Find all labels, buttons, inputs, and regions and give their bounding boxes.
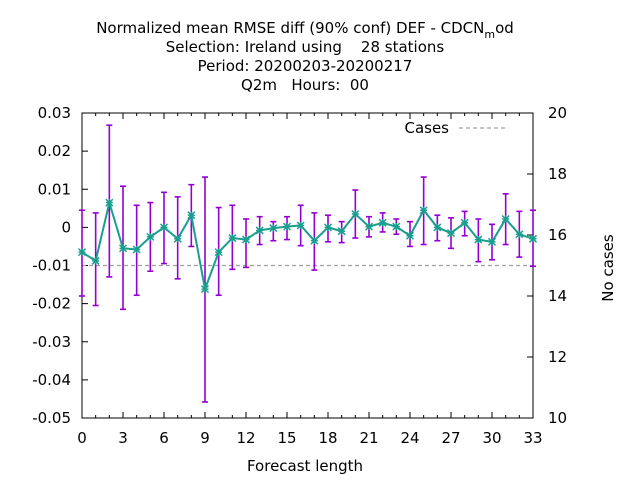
data-point [91,256,100,265]
x-tick-label: 12 [236,429,255,447]
legend-label-cases: Cases [404,119,449,137]
chart-title-line-4: Q2m Hours: 00 [241,76,369,94]
data-point [187,211,196,220]
data-point [255,226,264,235]
data-point [378,218,387,227]
x-tick-label: 18 [318,429,337,447]
data-point [77,248,87,257]
x-tick-label: 33 [523,429,542,447]
y2-tick-label: 10 [548,409,567,427]
data-point [214,248,223,257]
chart-title-line-2: Selection: Ireland using 28 stations [166,38,445,56]
chart-title-line-1: Normalized mean RMSE diff (90% conf) DEF… [96,19,514,41]
y-axis-ticks: 0.03 0.02 0.01 0 -0.01 -0.02 -0.03 -0.04 -0.05 [32,104,88,427]
x-tick-label: 3 [118,429,128,447]
legend: Cases [404,119,507,137]
data-point [419,206,428,215]
y2-axis-label: No cases [599,234,617,302]
data-point [159,223,169,232]
x-tick-label: 24 [400,429,419,447]
y-tick-label: -0.05 [32,409,71,427]
x-axis-label: Forecast length [247,457,363,475]
data-point [392,222,401,231]
y-tick-label: 0.02 [38,142,71,160]
rmse-diff-series [77,198,538,294]
data-point [528,234,538,243]
x-tick-label: 27 [441,429,460,447]
data-point [474,235,483,244]
x-tick-label: 15 [277,429,296,447]
data-point [364,222,374,231]
data-point [405,231,415,240]
data-point [433,223,442,232]
x-tick-label: 30 [482,429,501,447]
data-point [323,223,333,232]
x-tick-label: 0 [77,429,87,447]
y2-tick-label: 16 [548,226,567,244]
data-point [296,221,305,230]
series-line [81,198,534,293]
data-point [501,214,510,224]
y-tick-label: 0 [61,218,71,236]
data-point [282,222,292,231]
x-tick-label: 9 [200,429,210,447]
data-point [515,230,524,239]
x-tick-label: 6 [159,429,169,447]
errorbar-series [79,124,536,403]
y-tick-label: 0.01 [38,180,71,198]
data-point [118,244,128,253]
chart-title-line-3: Period: 20200203-20200217 [198,57,413,75]
y-tick-label: -0.03 [32,333,71,351]
data-point [173,234,182,243]
data-point [200,285,210,294]
y2-tick-label: 18 [548,165,567,183]
y-tick-label: 0.03 [38,104,71,122]
data-point [228,234,237,243]
y2-axis-ticks: 20 18 16 14 12 10 [527,104,567,427]
y2-tick-label: 14 [548,287,567,305]
data-point [241,235,251,244]
x-tick-label: 21 [359,429,378,447]
data-point [310,236,319,245]
x-axis-ticks: 0 3 6 9 12 15 18 21 24 27 30 33 [77,113,543,447]
data-point [105,198,114,207]
data-point [269,224,278,233]
y-tick-label: -0.02 [32,295,71,313]
y-tick-label: -0.04 [32,371,71,389]
y-tick-label: -0.01 [32,257,71,275]
y2-tick-label: 12 [548,348,567,366]
data-point [446,229,456,238]
data-point [487,237,497,246]
data-point [146,232,155,241]
data-point [337,227,346,236]
chart-title: Normalized mean RMSE diff (90% conf) DEF… [96,19,514,94]
data-point [351,210,360,219]
data-point [132,245,141,254]
y2-tick-label: 20 [548,104,567,122]
data-point [460,218,469,227]
